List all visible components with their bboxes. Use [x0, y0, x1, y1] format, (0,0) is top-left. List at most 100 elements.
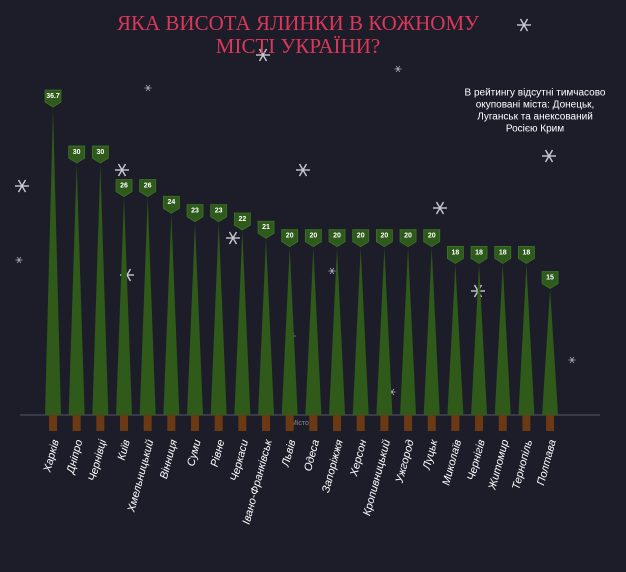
annotation: Луганськ та анексований [477, 112, 593, 123]
x-tick-label: Ужгород [393, 438, 416, 485]
tree-trunk [309, 415, 318, 431]
value-badge [352, 229, 370, 248]
value-badge [375, 229, 393, 248]
tree-trunk [427, 415, 436, 431]
value-badge [446, 246, 464, 264]
value-label: 18 [475, 249, 483, 256]
value-label: 18 [523, 249, 531, 256]
tree [494, 264, 511, 415]
tree [281, 247, 298, 415]
tree-trunk [356, 415, 365, 431]
tree-trunk [475, 415, 484, 431]
value-badge [210, 204, 228, 223]
value-label: 20 [286, 233, 294, 240]
x-tick-label: Харків [41, 438, 61, 474]
tree [329, 247, 346, 415]
x-tick-label: Чернігів [465, 438, 487, 482]
x-tick-label: Вінниця [158, 438, 180, 480]
tree-trunk [167, 415, 176, 431]
x-tick-label: Дніпро [64, 438, 85, 476]
tree-trunk [262, 415, 271, 431]
x-tick-label: Запоріжжя [320, 438, 346, 494]
value-label: 21 [262, 224, 270, 231]
value-label: 26 [120, 182, 128, 189]
value-label: 20 [357, 233, 365, 240]
value-badge [68, 145, 86, 164]
tree [116, 197, 133, 415]
value-badge [115, 179, 133, 197]
x-tick-label: Луцьк [421, 438, 441, 472]
tree [45, 108, 61, 415]
tree [68, 164, 85, 415]
value-badge [541, 271, 559, 289]
value-badge [91, 145, 109, 164]
value-badge [186, 204, 204, 223]
value-badge [281, 229, 299, 248]
tree-trunk [451, 415, 460, 431]
x-tick-label: Миколаїв [440, 438, 464, 487]
tree-trunk [143, 415, 152, 431]
value-badge [257, 220, 275, 239]
tree-trunk [214, 415, 223, 431]
tree-trunk [120, 415, 129, 431]
annotation: В рейтингу відсутні тимчасово [465, 88, 606, 99]
value-badge [44, 89, 62, 108]
value-label: 20 [380, 233, 388, 240]
value-badge [304, 229, 322, 248]
value-badge [233, 212, 251, 231]
value-badge [494, 246, 512, 264]
x-tick-label: Черкаси [228, 438, 251, 482]
x-tick-label: Львів [279, 438, 298, 469]
tree [210, 222, 227, 415]
x-tick-label: Суми [185, 438, 204, 467]
value-badge [423, 229, 441, 248]
tree [471, 264, 488, 415]
x-tick-label: Тернопіль [510, 438, 535, 491]
tree [518, 264, 535, 415]
tree-trunk [546, 415, 555, 431]
value-label: 18 [499, 249, 507, 256]
tree [92, 164, 109, 415]
annotation: окуповані міста: Донецьк, [476, 100, 595, 111]
value-label: 36.7 [46, 93, 60, 100]
tree [447, 264, 464, 415]
x-tick-label: Чернівці [86, 438, 109, 483]
tree-trunk [498, 415, 507, 431]
tree-trunk [522, 415, 531, 431]
x-tick-label: Одеса [302, 438, 322, 472]
tree-trunk [49, 415, 57, 431]
tree [352, 247, 369, 415]
value-label: 20 [309, 233, 317, 240]
value-badge [518, 246, 535, 264]
tree [234, 230, 251, 415]
tree [376, 247, 393, 415]
value-label: 30 [96, 149, 104, 156]
value-label: 30 [73, 149, 81, 156]
value-badge [328, 229, 346, 248]
tree-trunk [72, 415, 81, 431]
x-tick-label: Житомир [486, 438, 511, 491]
tree [400, 247, 417, 415]
chart-title: ЯКА ВИСОТА ЯЛИНКИ В КОЖНОМУ [117, 11, 479, 35]
tree-trunk [191, 415, 200, 431]
value-label: 24 [167, 199, 175, 206]
tree-trunk [285, 415, 294, 431]
x-tick-label: Полтава [535, 438, 559, 486]
value-label: 26 [144, 182, 152, 189]
value-label: 23 [215, 207, 223, 214]
value-badge [139, 179, 157, 197]
value-badge [470, 246, 488, 264]
tree-trunk [404, 415, 413, 431]
tree [305, 247, 322, 415]
tree [258, 239, 275, 415]
annotation: Росією Крим [506, 124, 564, 135]
tree [139, 197, 156, 415]
value-label: 18 [451, 249, 459, 256]
value-badge [399, 229, 417, 248]
tree-trunk [96, 415, 105, 431]
value-label: 15 [546, 274, 554, 281]
x-tick-label: Київ [116, 438, 133, 461]
value-label: 20 [333, 233, 341, 240]
tree [163, 214, 180, 415]
